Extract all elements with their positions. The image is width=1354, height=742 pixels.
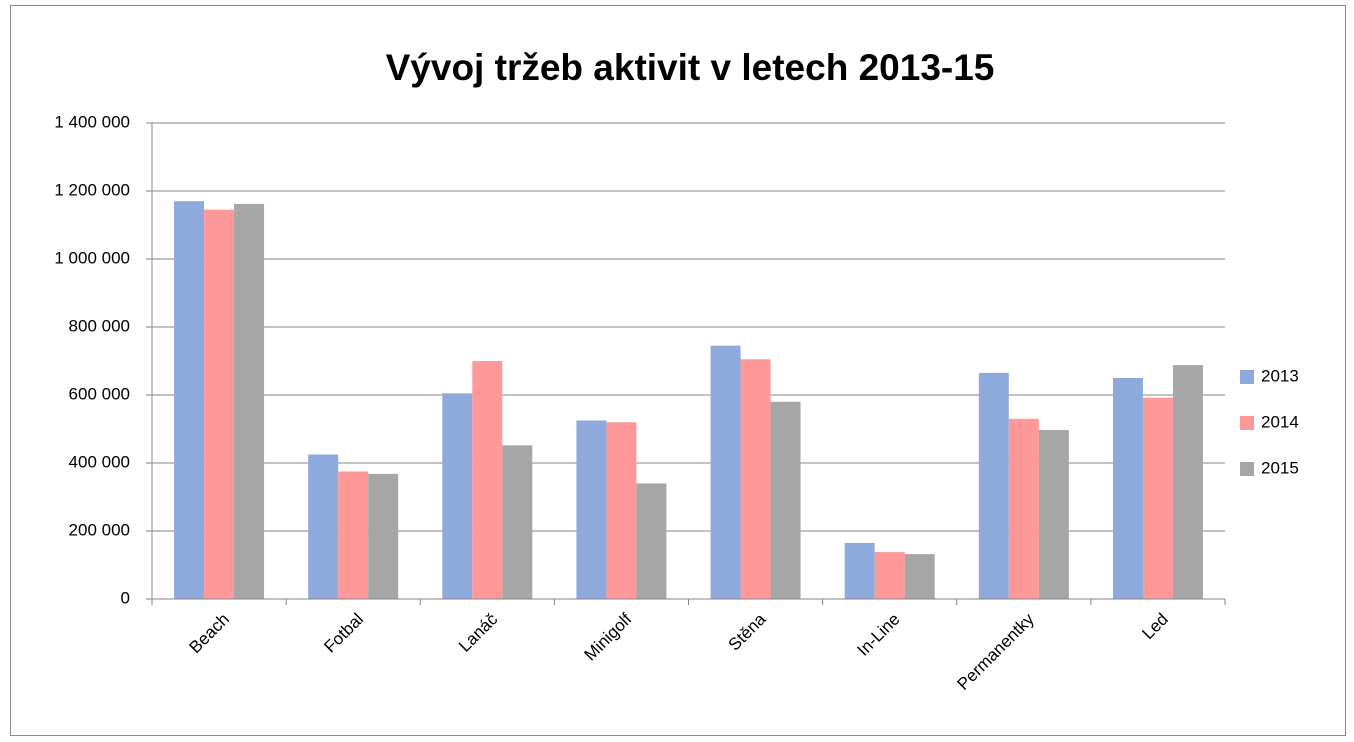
legend-swatch: [1240, 416, 1254, 430]
bar: [710, 345, 741, 599]
bar: [740, 359, 771, 599]
bar: [978, 372, 1009, 599]
y-tick-label: 1 000 000: [54, 248, 130, 267]
bar: [874, 552, 905, 599]
bar: [576, 420, 607, 599]
bar: [1112, 378, 1143, 599]
legend-label: 2015: [1261, 458, 1299, 477]
y-tick-label: 600 000: [69, 384, 130, 403]
bar: [904, 554, 935, 599]
bar: [606, 422, 637, 599]
bar: [1172, 365, 1203, 599]
bar: [204, 209, 235, 599]
bar: [472, 361, 503, 599]
y-tick-label: 1 400 000: [54, 112, 130, 131]
chart-title: Vývoj tržeb aktivit v letech 2013-15: [386, 47, 995, 88]
bar: [234, 203, 265, 600]
bar: [308, 454, 339, 599]
bar: [338, 471, 369, 599]
y-tick-label: 200 000: [69, 520, 130, 539]
bar: [1008, 418, 1039, 599]
bar: [368, 473, 399, 599]
y-tick-label: 1 200 000: [54, 180, 130, 199]
bar: [770, 401, 801, 599]
y-tick-label: 400 000: [69, 452, 130, 471]
bar: [636, 483, 667, 599]
bar: [1142, 397, 1173, 599]
y-tick-label: 800 000: [69, 316, 130, 335]
legend-label: 2013: [1261, 366, 1299, 385]
bar: [844, 542, 875, 599]
bar: [442, 393, 473, 599]
legend-swatch: [1240, 462, 1254, 476]
legend-label: 2014: [1261, 412, 1299, 431]
bar: [1038, 430, 1069, 599]
y-tick-label: 0: [121, 588, 130, 607]
bar: [502, 445, 533, 599]
legend-swatch: [1240, 370, 1254, 384]
bar: [174, 201, 205, 599]
